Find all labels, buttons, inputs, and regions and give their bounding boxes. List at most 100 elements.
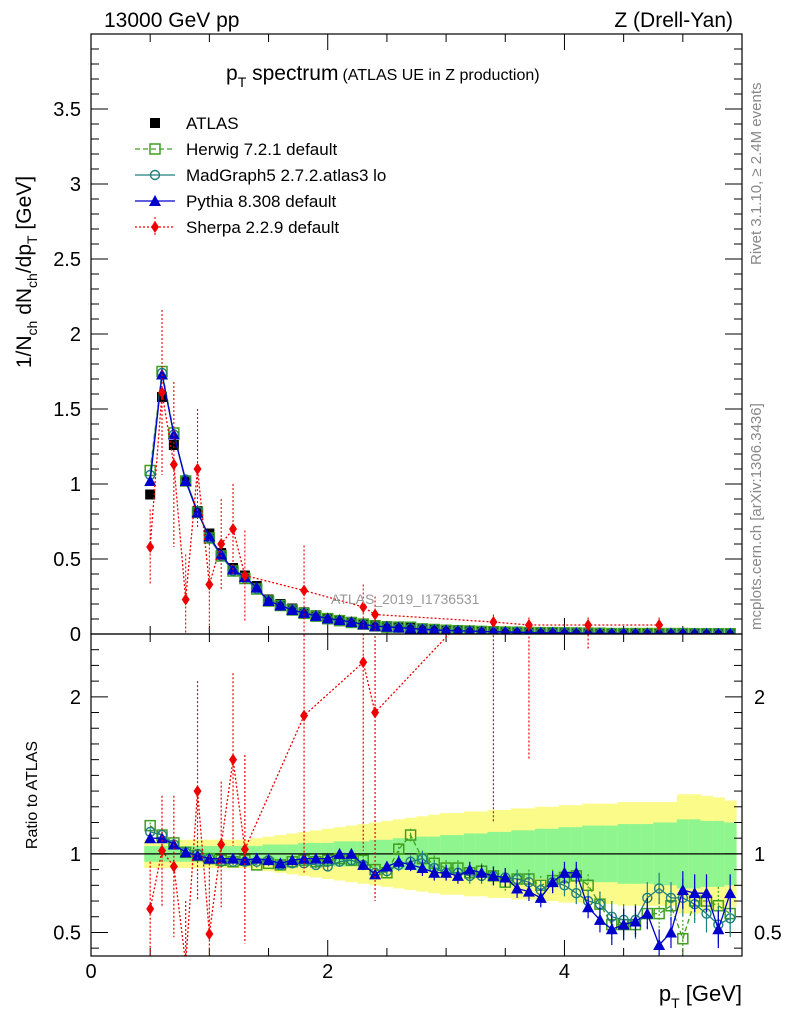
ratio-point — [653, 907, 665, 920]
ratio-point — [193, 785, 202, 798]
ratio-point — [182, 958, 190, 970]
ratio-point — [158, 844, 167, 857]
ratio-point — [205, 928, 214, 941]
ratio-point — [546, 876, 559, 888]
x-tick-label: 2 — [322, 961, 333, 983]
data-point — [191, 506, 204, 518]
data-point — [193, 463, 202, 475]
data-point — [359, 601, 368, 613]
data-point — [144, 475, 157, 486]
data-point — [392, 621, 405, 633]
legend-label: ATLAS — [186, 114, 239, 133]
data-point — [440, 624, 452, 634]
data-point — [146, 541, 155, 553]
data-point — [215, 548, 228, 560]
ratio-point — [146, 902, 155, 915]
ratio-point — [511, 882, 524, 894]
y-tick-label: 1 — [70, 474, 81, 496]
data-point — [333, 614, 346, 626]
ratio-point — [525, 518, 533, 530]
ratio-point — [229, 753, 238, 766]
ratio-point — [392, 855, 405, 867]
ratio-point — [298, 852, 311, 864]
mcplots-label: mcplots.cern.ch [arXiv:1306.3436] — [748, 403, 765, 630]
ratio-point — [404, 858, 417, 870]
ratio-point — [475, 866, 488, 878]
ratio-point — [688, 887, 701, 899]
data-point — [548, 626, 557, 634]
ratio-point — [617, 918, 630, 930]
ratio-point — [227, 852, 240, 864]
data-point — [608, 627, 616, 634]
data-point — [691, 627, 699, 634]
ratio-tick-label: 0.5 — [754, 922, 782, 944]
data-point — [620, 627, 628, 634]
data-point — [203, 530, 216, 542]
legend-label: MadGraph5 2.7.2.atlas3 lo — [186, 166, 386, 185]
data-point — [584, 619, 593, 631]
ratio-point — [169, 860, 178, 873]
ratio-point — [203, 852, 216, 864]
data-point — [179, 475, 192, 486]
y-tick-label: 3.5 — [53, 99, 81, 121]
ratio-point — [653, 883, 665, 894]
data-point — [404, 622, 417, 634]
ratio-point — [584, 408, 592, 420]
y-tick-label: 0 — [70, 624, 81, 646]
legend-label: Herwig 7.2.1 default — [186, 140, 337, 159]
y-tick-label: 2.5 — [53, 249, 81, 271]
ratio-point — [653, 939, 666, 951]
data-point — [524, 619, 533, 631]
main-title: pT spectrum (ATLAS UE in Z production) — [226, 62, 540, 90]
ratio-point — [240, 843, 249, 856]
ratio-point — [428, 866, 441, 878]
ratio-point — [179, 846, 192, 858]
data-point — [250, 581, 263, 593]
data-point — [489, 616, 498, 628]
data-point — [655, 619, 664, 631]
ratio-point — [724, 913, 736, 924]
legend-label: Sherpa 2.2.9 default — [186, 218, 339, 237]
ratio-point — [274, 857, 287, 869]
data-point — [572, 627, 581, 634]
ratio-point — [664, 926, 677, 938]
process-label: Z (Drell-Yan) — [614, 9, 733, 32]
legend-label: Pythia 8.308 default — [186, 192, 337, 211]
data-point — [536, 626, 545, 634]
ratio-point — [392, 843, 405, 855]
y-axis-label: 1/Nch dNch/dpT [GeV] — [13, 176, 40, 368]
legend-marker — [149, 195, 161, 206]
main-plot-data — [144, 310, 736, 634]
ratio-point — [440, 866, 453, 878]
ratio-tick-label: 1 — [754, 844, 765, 866]
x-axis-label: pT [GeV] — [659, 981, 742, 1011]
ratio-point — [286, 854, 299, 866]
ratio-point — [144, 832, 157, 844]
ratio-point — [593, 913, 606, 925]
data-point — [679, 627, 687, 634]
legend-marker — [149, 143, 161, 155]
ratio-point — [345, 847, 358, 859]
data-point — [714, 627, 722, 634]
data-point — [488, 625, 498, 634]
ratio-point — [250, 852, 263, 864]
ratio-point — [641, 907, 654, 919]
data-point — [643, 627, 651, 634]
ratio-point — [724, 887, 737, 899]
data-point — [158, 386, 167, 399]
data-point — [286, 604, 299, 615]
data-point — [145, 489, 156, 500]
ratio-point — [333, 847, 346, 859]
ratio-point — [499, 871, 512, 883]
ratio-point — [655, 345, 663, 357]
data-point — [205, 578, 214, 591]
ratio-point — [676, 884, 689, 896]
ratio-point — [571, 887, 582, 899]
data-point — [512, 626, 522, 634]
data-point — [300, 584, 309, 597]
data-point — [464, 625, 475, 634]
ratio-point — [300, 709, 309, 722]
ratio-point — [700, 887, 713, 899]
ratio-point — [582, 901, 595, 913]
ratio-tick-label: 2 — [754, 687, 765, 709]
